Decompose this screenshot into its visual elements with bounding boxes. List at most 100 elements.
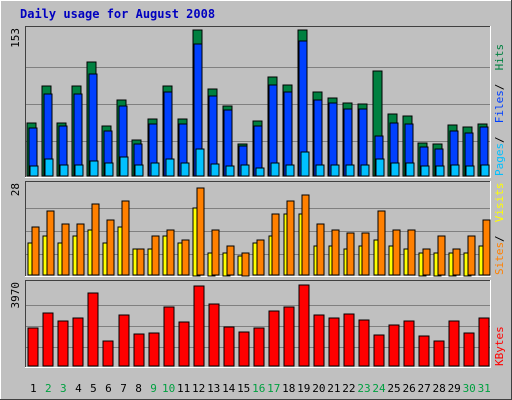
bar-kbytes [102, 340, 114, 367]
bar-sites [331, 229, 340, 276]
bar-sites [286, 200, 295, 276]
bar-kbytes [193, 285, 205, 367]
bar-pages [345, 164, 355, 177]
bar-kbytes [268, 310, 280, 367]
bar-sites [226, 245, 235, 276]
x-tick-label: 10 [162, 382, 175, 395]
bar-kbytes [448, 320, 460, 367]
bar-kbytes [208, 303, 220, 367]
bar-sites [46, 210, 55, 276]
bar-kbytes [163, 306, 175, 367]
legend-separator: / [493, 136, 506, 143]
bar-sites [392, 229, 401, 276]
bar-pages [29, 165, 39, 177]
x-tick-label: 9 [150, 382, 157, 395]
bar-kbytes [463, 332, 475, 367]
x-tick-label: 23 [357, 382, 370, 395]
legend-visits: Visits [493, 182, 506, 222]
bar-sites [76, 223, 85, 276]
bar-sites [106, 219, 115, 276]
bar-kbytes [373, 334, 385, 367]
bar-kbytes [478, 317, 490, 367]
x-tick-label: 16 [252, 382, 265, 395]
legend-hits: Hits [493, 44, 506, 71]
bar-pages [465, 165, 475, 177]
x-tick-label: 15 [237, 382, 250, 395]
bar-sites [482, 219, 491, 276]
x-tick-label: 13 [207, 382, 220, 395]
bar-kbytes [298, 284, 310, 367]
y-max-label: 3970 [9, 282, 22, 309]
bar-pages [420, 165, 430, 177]
bar-pages [360, 164, 370, 177]
x-tick-label: 27 [417, 382, 430, 395]
x-tick-label: 25 [387, 382, 400, 395]
x-tick-label: 7 [120, 382, 127, 395]
bar-sites [151, 235, 160, 276]
bar-sites [121, 200, 130, 276]
bar-pages [89, 160, 99, 177]
x-tick-label: 19 [297, 382, 310, 395]
y-max-label: 153 [9, 28, 22, 48]
x-tick-label: 5 [90, 382, 97, 395]
x-tick-label: 11 [177, 382, 190, 395]
bar-pages [119, 156, 129, 177]
chart-title: Daily usage for August 2008 [20, 7, 215, 21]
bar-pages [255, 167, 265, 177]
bar-pages [150, 162, 160, 177]
bar-kbytes [57, 320, 69, 367]
bar-pages [59, 164, 69, 177]
bar-kbytes [403, 320, 415, 367]
bar-files [283, 91, 293, 177]
bar-sites [256, 239, 265, 276]
bar-kbytes [433, 340, 445, 367]
bar-sites [61, 223, 70, 276]
bar-pages [165, 158, 175, 177]
bar-files [73, 93, 83, 177]
bar-pages [180, 162, 190, 177]
bar-pages [405, 162, 415, 177]
bar-pages [104, 162, 114, 177]
bar-pages [240, 164, 250, 177]
bar-sites [166, 229, 175, 276]
x-tick-label: 26 [402, 382, 415, 395]
x-tick-label: 28 [432, 382, 445, 395]
bar-pages [270, 162, 280, 177]
legend-separator: / [493, 84, 506, 91]
bar-kbytes [118, 314, 130, 367]
bar-sites [196, 187, 205, 276]
bar-pages [435, 165, 445, 177]
bar-kbytes [418, 335, 430, 367]
bar-pages [315, 164, 325, 177]
bar-kbytes [283, 306, 295, 367]
x-tick-label: 2 [45, 382, 52, 395]
x-tick-label: 18 [282, 382, 295, 395]
legend-sites: Sites [493, 242, 506, 275]
bar-sites [377, 210, 386, 276]
bar-kbytes [27, 327, 39, 367]
bar-pages [480, 164, 490, 177]
bar-sites [301, 194, 310, 276]
x-tick-label: 8 [135, 382, 142, 395]
bar-kbytes [148, 332, 160, 367]
bar-pages [44, 158, 54, 177]
bar-sites [407, 229, 416, 276]
x-tick-label: 30 [463, 382, 476, 395]
legend-separator: / [493, 235, 506, 242]
bar-sites [437, 235, 446, 276]
bar-pages [195, 148, 205, 177]
x-tick-label: 4 [75, 382, 82, 395]
legend-kbytes: KBytes [493, 326, 506, 366]
chart-panels: 153 Pages / Files / Hits 28 Sites / Visits 3… [9, 26, 506, 368]
bar-sites [31, 226, 40, 276]
bar-sites [452, 248, 461, 276]
x-tick-label: 20 [312, 382, 325, 395]
bar-files [268, 84, 278, 177]
x-axis-labels: 1 2 3 4 5 6 7 8 9 10 11 12 13 14 15 16 17 18 19 20 21 22 23 24 2… [30, 382, 491, 395]
y-max-label: 28 [9, 183, 22, 196]
bar-pages [74, 164, 84, 177]
bar-kbytes [313, 314, 325, 367]
legend-files: Files [493, 90, 506, 123]
bar-pages [450, 164, 460, 177]
